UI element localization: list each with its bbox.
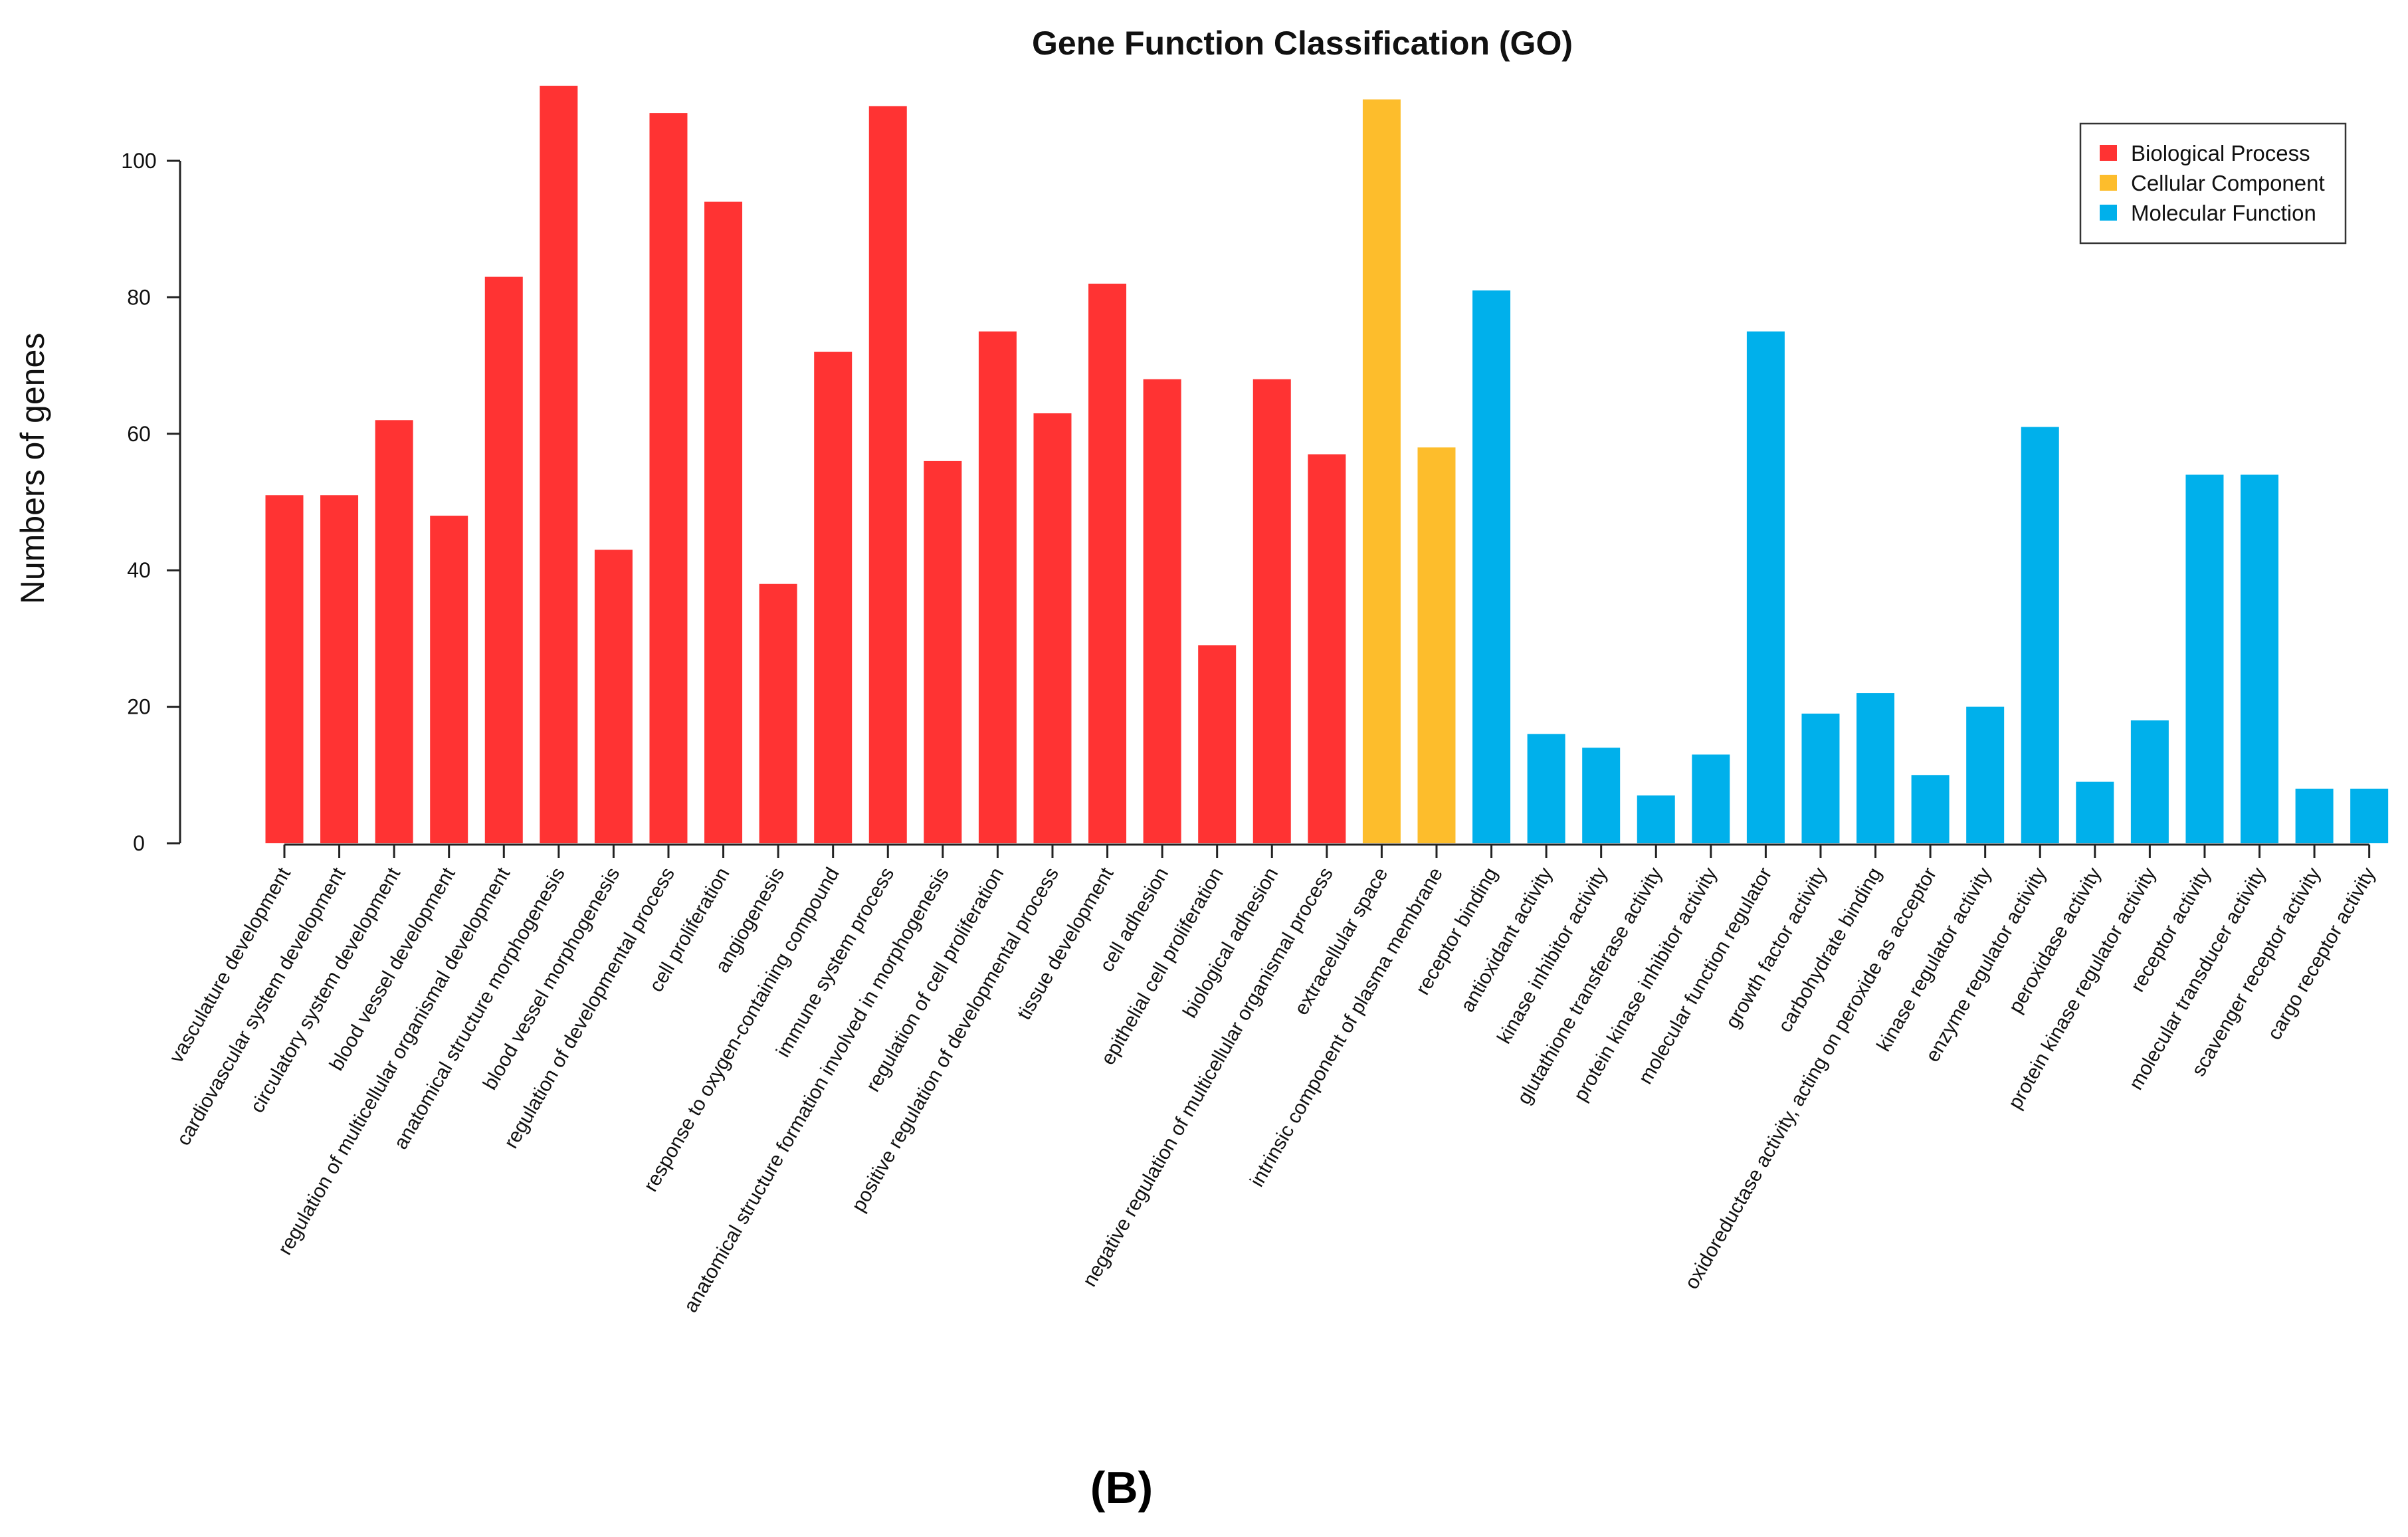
y-tick-label: 60 [127, 422, 151, 446]
bar [868, 106, 907, 844]
bar [1143, 379, 1181, 843]
y-axis: 0 20 40 60 80 100 [121, 149, 181, 855]
bar [1746, 331, 1785, 843]
bar [540, 86, 578, 843]
bar [1966, 706, 2005, 843]
bar [1253, 379, 1291, 843]
y-tick-label: 20 [127, 695, 151, 719]
bar [704, 201, 743, 843]
x-axis [283, 843, 2371, 858]
bar [924, 461, 962, 843]
bar [1637, 795, 1675, 843]
bar [1088, 283, 1127, 843]
bar [1911, 775, 1950, 843]
bar [1527, 734, 1565, 843]
bar [265, 495, 304, 843]
bar [1472, 290, 1511, 843]
x-tick-label: anatomical structure formation involved … [680, 864, 953, 1316]
bar [1801, 713, 1840, 843]
bar [1417, 447, 1456, 843]
y-tick-label: 40 [127, 558, 151, 582]
legend-label: Cellular Component [2131, 171, 2325, 195]
legend-box [2079, 122, 2347, 245]
bar [1692, 754, 1730, 843]
bar [978, 331, 1017, 843]
bar [2295, 788, 2334, 843]
bar [1582, 748, 1621, 843]
chart-title: Gene Function Classification (GO) [1032, 25, 1573, 62]
x-tick-label: carbohydrate binding [1774, 864, 1886, 1036]
bar [2130, 720, 2169, 843]
bar [2241, 474, 2279, 843]
bar [2350, 788, 2389, 843]
y-tick-label: 0 [133, 831, 145, 855]
bar [1198, 645, 1237, 843]
bar [1362, 99, 1401, 843]
bar [1033, 413, 1072, 843]
bar [484, 276, 523, 844]
legend-label: Molecular Function [2131, 201, 2316, 225]
y-tick-label: 80 [127, 285, 151, 309]
bar [649, 113, 688, 844]
bar [320, 495, 359, 843]
legend-swatch [2100, 145, 2117, 161]
panel-label: (B) [1090, 1463, 1153, 1513]
x-tick-label: positive regulation of developmental pro… [847, 864, 1063, 1215]
x-tick-label: cargo receptor activity [2263, 864, 2379, 1044]
x-tick-label: tissue development [1013, 863, 1118, 1023]
y-axis-label: Numbers of genes [14, 333, 51, 605]
y-tick-label: 100 [121, 149, 156, 173]
bar-series [265, 86, 2389, 844]
bar [2185, 474, 2224, 843]
bar [759, 583, 797, 843]
bar [1308, 454, 1346, 843]
bar [430, 516, 468, 843]
legend-label: Biological Process [2131, 141, 2310, 165]
bar [375, 420, 413, 843]
bar [594, 550, 633, 843]
bar [2076, 781, 2114, 843]
bar [1856, 693, 1895, 843]
bar [814, 352, 853, 843]
legend-swatch [2100, 175, 2117, 191]
legend-swatch [2100, 205, 2117, 221]
x-tick-label: growth factor activity [1722, 864, 1831, 1032]
bar [2021, 427, 2059, 843]
legend: Biological Process Cellular Component Mole… [2079, 122, 2347, 245]
